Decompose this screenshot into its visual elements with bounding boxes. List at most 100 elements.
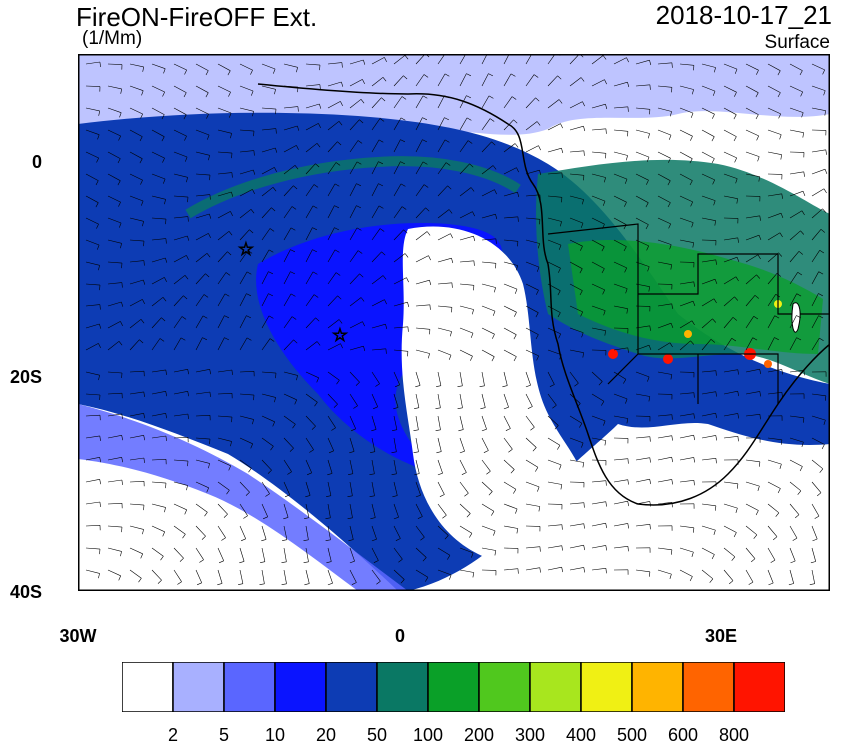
wind-barb <box>657 569 672 575</box>
wind-barb <box>393 415 398 430</box>
wind-barb <box>745 274 757 285</box>
wind-barb <box>239 371 255 373</box>
wind-barb <box>547 481 562 485</box>
wind-barb <box>525 217 540 220</box>
wind-barb <box>547 327 561 335</box>
wind-barb-flag <box>337 295 342 300</box>
wind-barb-flag <box>121 457 123 463</box>
wind-barb <box>371 139 380 153</box>
wind-barb <box>481 165 494 175</box>
colorbar-tick-label: 200 <box>463 725 495 745</box>
wind-barb <box>283 371 298 376</box>
wind-barb-flag <box>557 312 561 318</box>
wind-barb-flag <box>162 297 167 302</box>
wind-barb <box>173 369 188 373</box>
wind-barb-flag <box>670 374 673 380</box>
wind-barb <box>261 315 270 329</box>
wind-barb <box>635 239 649 247</box>
wind-barb-flag <box>340 343 343 349</box>
wind-barb-flag <box>349 451 355 454</box>
colorbar-tick-label: 100 <box>412 725 444 745</box>
wind-barb-flag <box>693 392 695 398</box>
wind-barb-flag <box>557 290 561 296</box>
wind-barb-flag <box>98 375 100 381</box>
wind-barb-flag <box>231 172 233 178</box>
wind-barb <box>415 327 430 330</box>
wind-barb-flag <box>290 249 296 253</box>
wind-barb-flag <box>517 192 520 198</box>
wind-barb-flag <box>290 227 296 231</box>
wind-barb <box>701 547 715 555</box>
wind-barb <box>767 459 782 465</box>
wind-barb <box>195 107 209 115</box>
wind-barb-flag <box>648 345 652 351</box>
wind-barb <box>811 188 825 197</box>
wind-barb-flag <box>624 267 627 273</box>
wind-barb <box>85 195 99 203</box>
wind-barb-flag <box>231 191 234 197</box>
wind-barb-flag <box>246 337 252 341</box>
wind-barb <box>591 522 606 527</box>
wind-barb <box>547 239 562 246</box>
wind-barb-flag <box>238 583 243 585</box>
wind-barb <box>811 271 819 285</box>
wind-barb <box>481 393 486 408</box>
wind-barb-flag <box>466 95 472 99</box>
wind-barb-flag <box>268 315 274 319</box>
wind-barb-flag <box>260 561 265 563</box>
wind-barb-flag <box>139 158 143 164</box>
wind-barb <box>129 457 144 461</box>
wind-barb-flag <box>801 210 805 216</box>
wind-barb <box>415 459 420 474</box>
wind-barb-flag <box>605 104 608 110</box>
wind-barb <box>591 128 606 131</box>
wind-barb-flag <box>239 561 245 564</box>
colorbar-swatch <box>478 662 531 712</box>
wind-barb <box>85 343 99 351</box>
wind-barb <box>393 229 404 241</box>
wind-barb <box>459 305 474 310</box>
wind-barb <box>459 95 467 109</box>
wind-barb <box>217 191 232 197</box>
wind-barb-flag <box>778 113 781 119</box>
wind-barb-flag <box>353 405 358 409</box>
wind-barb-flag <box>206 253 211 258</box>
wind-barb <box>261 147 276 153</box>
wind-barb <box>371 569 381 582</box>
wind-barb-flag <box>470 187 475 192</box>
wind-barb <box>481 95 490 109</box>
wind-barb <box>129 195 144 202</box>
wind-barb-flag <box>404 55 409 60</box>
wind-barb <box>657 435 672 439</box>
wind-barb <box>173 129 187 137</box>
wind-barb <box>789 293 797 307</box>
wind-barb-flag <box>99 501 101 507</box>
wind-barb-flag <box>483 450 489 453</box>
wind-barb <box>591 545 606 549</box>
wind-barb <box>151 217 167 220</box>
wind-barb-flag <box>495 214 498 220</box>
wind-barb-flag <box>799 466 803 472</box>
wind-barb <box>327 121 340 131</box>
wind-barb <box>283 293 292 307</box>
fire-hotspot <box>764 360 772 368</box>
wind-barb-flag <box>627 501 629 507</box>
wind-barb <box>129 569 142 579</box>
wind-barb <box>85 414 101 417</box>
wind-barb-flag <box>400 183 406 187</box>
wind-barb <box>767 503 780 514</box>
wind-barb-flag <box>271 207 276 212</box>
wind-barb <box>415 547 427 558</box>
wind-barb-flag <box>824 169 828 175</box>
wind-barb <box>525 437 537 448</box>
wind-barb <box>525 371 531 386</box>
wind-barb-flag <box>117 158 121 164</box>
wind-barb <box>283 145 297 153</box>
wind-barb <box>547 545 562 549</box>
wind-barb <box>371 251 382 263</box>
wind-barb-flag <box>491 511 495 516</box>
fire-hotspot <box>608 349 618 359</box>
wind-barb <box>85 525 101 527</box>
wind-barb <box>173 63 187 71</box>
wind-barb <box>85 501 100 505</box>
